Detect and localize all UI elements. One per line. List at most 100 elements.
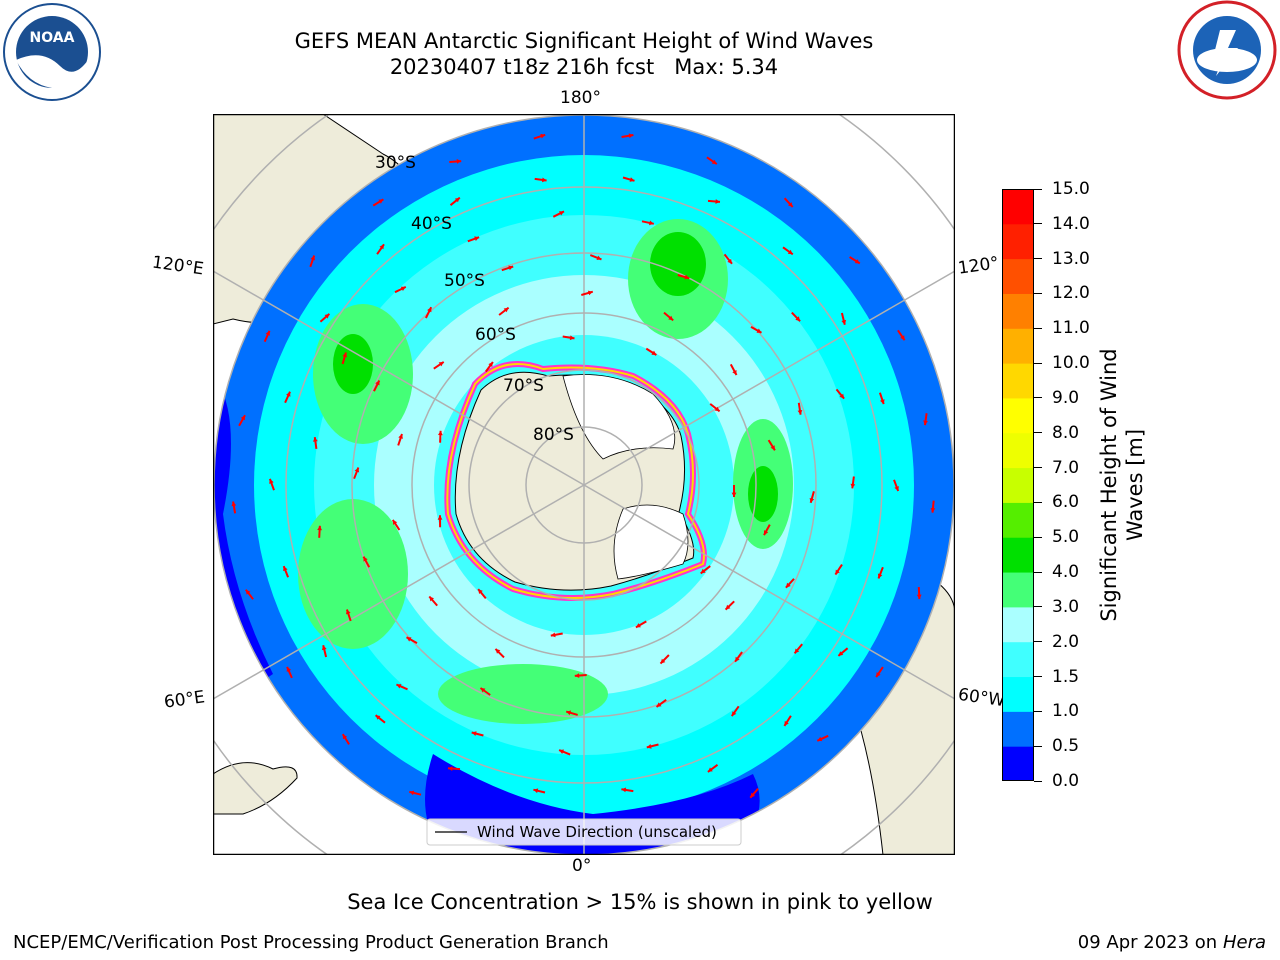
- latitude-labels: 30°S 40°S 50°S 60°S 70°S 80°S: [375, 153, 574, 445]
- colorbar-tick-label: 13.0: [1052, 248, 1090, 269]
- chart-title-line2: 20230407 t18z 216h fcst Max: 5.34: [389, 55, 779, 79]
- wave-direction-arrowhead: [656, 702, 662, 707]
- wave-direction-arrowhead: [454, 197, 460, 203]
- colorbar-tick-label: 8.0: [1052, 422, 1080, 443]
- wave-direction-arrowhead: [342, 352, 347, 358]
- wave-direction-arrowhead: [725, 604, 731, 610]
- svg-text:NOAA: NOAA: [30, 30, 75, 46]
- colorbar-tick-mark: [1034, 432, 1042, 434]
- colorbar-tick-mark: [1034, 745, 1042, 747]
- wave-direction-arrowhead: [930, 508, 936, 513]
- wave-direction-arrowhead: [438, 430, 443, 436]
- wave-direction-arrowhead: [406, 637, 412, 642]
- colorbar-tick-mark: [1034, 501, 1042, 503]
- colorbar-tick-mark: [1034, 258, 1042, 260]
- wave-direction-arrowhead: [379, 244, 384, 250]
- colorbar-tick-mark: [1034, 327, 1042, 329]
- wave-direction-arrowhead: [400, 286, 406, 291]
- colorbar: [1002, 189, 1034, 781]
- wave-direction-arrowhead: [566, 710, 572, 716]
- colorbar-tick-label: 12.0: [1052, 283, 1090, 304]
- colorbar-tick-label: 6.0: [1052, 492, 1080, 513]
- wave-direction-arrowhead: [471, 731, 477, 736]
- colorbar-segment: [1002, 606, 1034, 643]
- wave-direction-arrowhead: [635, 623, 641, 628]
- wave-direction-arrowhead: [628, 133, 634, 139]
- colorbar-tick-mark: [1034, 710, 1042, 712]
- wave-direction-arrowhead: [346, 609, 351, 615]
- wave-direction-arrowhead: [559, 749, 564, 754]
- colorbar-tick-label: 3.0: [1052, 596, 1080, 617]
- footer-date: 09 Apr 2023 on Hera: [1077, 932, 1266, 953]
- wave-direction-arrowhead: [354, 467, 360, 473]
- wave-direction-arrowhead: [378, 199, 384, 204]
- lon-label-left-lower: 60°E: [162, 687, 207, 713]
- colorbar-tick-label: 1.5: [1052, 666, 1080, 687]
- wave-direction-arrowhead: [542, 177, 547, 183]
- wave-direction-arrowhead: [478, 589, 483, 594]
- colorbar-tick-label: 9.0: [1052, 387, 1080, 408]
- wave-direction-arrowhead: [313, 437, 318, 442]
- wave-direction-arrowhead: [317, 525, 322, 531]
- wave-direction-arrowhead: [265, 330, 270, 336]
- wave-direction-arrowhead: [392, 519, 398, 525]
- svg-text:80°S: 80°S: [533, 425, 574, 445]
- wave-direction-arrowhead: [707, 767, 713, 772]
- wave-direction-arrowhead: [474, 236, 480, 241]
- wave-direction-arrowhead: [649, 220, 654, 226]
- wave-direction-arrowhead: [715, 199, 720, 204]
- wave-direction-arrowhead: [437, 515, 443, 520]
- colorbar-tick-mark: [1034, 223, 1042, 225]
- colorbar-tick-label: 10.0: [1052, 353, 1090, 374]
- wave-direction-arrowhead: [409, 790, 415, 796]
- wave-direction-arrowhead: [711, 159, 717, 165]
- colorbar-tick-mark: [1034, 571, 1042, 573]
- wave-direction-arrowhead: [587, 290, 593, 296]
- wave-direction-arrowhead: [838, 651, 844, 656]
- colorbar-segment: [1002, 676, 1034, 712]
- colorbar-tick-label: 4.0: [1052, 562, 1080, 583]
- wave-direction-arrowhead: [286, 666, 292, 672]
- colorbar-tick-mark: [1034, 536, 1042, 538]
- lon-label-right-upper: 120°: [956, 253, 1001, 279]
- colorbar-tick-mark: [1034, 641, 1042, 643]
- colorbar-segment: [1002, 397, 1034, 434]
- wave-direction-arrowhead: [750, 792, 755, 798]
- colorbar-tick-mark: [1034, 362, 1042, 364]
- wave-direction-arrowhead: [714, 406, 720, 412]
- wave-direction-arrowhead: [231, 501, 237, 507]
- wave-direction-arrowhead: [894, 486, 899, 491]
- wave-direction-arrowhead: [540, 133, 546, 139]
- colorbar-tick-mark: [1034, 676, 1042, 678]
- colorbar-tick-mark: [1034, 397, 1042, 399]
- nws-logo: [1176, 0, 1278, 100]
- colorbar-tick-label: 11.0: [1052, 318, 1090, 339]
- wave-direction-arrowhead: [876, 672, 881, 678]
- lon-label-top: 180°: [560, 88, 601, 108]
- colorbar-segment: [1002, 189, 1034, 225]
- wave-direction-arrowhead: [321, 645, 327, 651]
- wave-direction-arrowhead: [770, 445, 775, 451]
- wave-direction-arrowhead: [795, 316, 801, 322]
- wave-direction-arrowhead: [574, 673, 580, 678]
- colorbar-tick-label: 0.5: [1052, 736, 1080, 757]
- lon-label-left-upper: 120°E: [150, 252, 205, 280]
- wave-direction-arrowhead: [286, 391, 291, 397]
- wave-direction-arrowhead: [342, 734, 348, 740]
- wave-direction-arrowhead: [363, 556, 368, 562]
- svg-text:60°S: 60°S: [475, 325, 516, 345]
- colorbar-tick-label: 0.0: [1052, 771, 1080, 791]
- colorbar-segment: [1002, 293, 1034, 329]
- wave-direction-arrowhead: [508, 265, 514, 271]
- wave-direction-arrowhead: [398, 434, 403, 439]
- colorbar-tick-mark: [1034, 467, 1042, 469]
- colorbar-tick-mark: [1034, 292, 1042, 294]
- polar-map: Wind Wave Direction (unscaled) 30°S 40°S…: [213, 114, 955, 855]
- wave-direction-arrowhead: [727, 258, 732, 264]
- svg-text:40°S: 40°S: [411, 214, 452, 234]
- colorbar-tick-mark: [1034, 188, 1042, 190]
- colorbar-tick-mark: [1034, 606, 1042, 608]
- wave-direction-arrowhead: [269, 478, 274, 484]
- colorbar-segment: [1002, 502, 1034, 538]
- wave-direction-arrowhead: [488, 362, 493, 367]
